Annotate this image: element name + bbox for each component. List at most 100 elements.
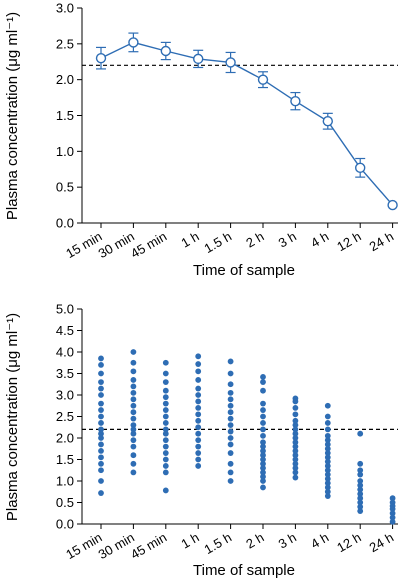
individual-point: [389, 518, 396, 525]
individual-point: [260, 465, 266, 471]
individual-point: [130, 452, 137, 459]
individual-point: [162, 456, 169, 463]
bottom-x-tick-label: 1.5 h: [202, 530, 235, 557]
individual-point: [195, 463, 202, 469]
individual-point: [227, 409, 234, 416]
individual-point: [292, 452, 299, 459]
individual-point: [98, 478, 104, 484]
mean-point: [290, 95, 301, 107]
top-x-tick-label: 12 h: [334, 229, 363, 255]
individual-point: [162, 469, 169, 476]
individual-point: [98, 448, 104, 454]
individual-point: [130, 437, 137, 444]
individual-point: [130, 430, 137, 437]
individual-point: [162, 450, 169, 456]
bottom-x-axis-label: Time of sample: [193, 562, 295, 579]
top-x-tick-label: 24 h: [367, 229, 396, 255]
individual-point: [195, 392, 202, 398]
individual-point: [98, 467, 104, 474]
individual-point: [195, 430, 202, 437]
individual-point: [195, 456, 202, 463]
bottom-y-tick-label: 2.5: [56, 409, 74, 424]
individual-point: [227, 402, 234, 409]
individual-point: [195, 411, 202, 418]
individual-point: [130, 422, 137, 428]
individual-point: [324, 441, 331, 448]
individual-point: [162, 426, 169, 433]
individual-point: [292, 474, 299, 481]
individual-point: [324, 420, 331, 426]
individual-point: [227, 428, 234, 435]
individual-point: [260, 374, 266, 380]
individual-point: [324, 402, 331, 409]
individual-point: [389, 514, 396, 521]
individual-point: [130, 383, 137, 390]
individual-point: [389, 495, 396, 502]
individual-point: [292, 460, 299, 467]
individual-point: [324, 426, 331, 433]
individual-point: [195, 368, 202, 375]
bottom-x-tick-label: 45 min: [128, 530, 169, 563]
individual-point: [162, 420, 169, 426]
mean-point: [192, 53, 204, 65]
individual-point: [260, 448, 266, 454]
individual-point: [324, 463, 331, 469]
individual-point: [324, 454, 331, 461]
bottom-y-tick-label: 2.0: [56, 431, 74, 446]
individual-point: [227, 358, 234, 365]
individual-point: [162, 430, 169, 437]
individual-point: [260, 400, 266, 407]
bottom-x-tick-label: 24 h: [367, 530, 396, 556]
mean-point: [225, 57, 236, 68]
individual-point: [357, 460, 364, 467]
individual-point: [324, 432, 331, 439]
bottom-y-tick-label: 3.0: [56, 388, 74, 403]
individual-point: [292, 465, 299, 471]
individual-point: [195, 437, 202, 444]
individual-point: [195, 443, 202, 450]
individual-point: [98, 385, 104, 392]
individual-point: [357, 499, 364, 506]
individual-point: [130, 415, 137, 422]
individual-point: [227, 370, 234, 377]
individual-point: [162, 379, 169, 385]
individual-point: [130, 402, 137, 409]
individual-point: [195, 450, 202, 456]
top-x-tick-label: 1 h: [179, 229, 202, 251]
mean-point: [387, 199, 398, 211]
top-x-tick-label: 45 min: [128, 229, 169, 262]
individual-point: [357, 508, 364, 514]
bottom-x-tick-label: 30 min: [96, 530, 137, 563]
individual-point: [98, 420, 104, 426]
individual-point: [324, 471, 331, 478]
individual-point: [357, 495, 364, 502]
individual-point: [195, 385, 202, 392]
individual-point: [227, 450, 234, 456]
individual-point: [98, 392, 104, 398]
bottom-x-tick-label: 2 h: [243, 530, 266, 552]
individual-point: [292, 443, 299, 450]
individual-point: [357, 478, 364, 484]
individual-point: [227, 441, 234, 448]
individual-point: [98, 355, 104, 362]
individual-point: [260, 484, 266, 491]
bottom-y-tick-label: 5.0: [56, 302, 74, 317]
mean-point: [355, 162, 366, 174]
individual-point: [324, 480, 331, 487]
bottom-x-tick-label: 15 min: [63, 530, 104, 563]
individual-point: [260, 478, 266, 484]
individual-point: [324, 493, 331, 499]
individual-point: [357, 486, 364, 493]
individual-point: [292, 469, 299, 476]
individual-point: [260, 473, 266, 480]
top-y-tick-label: 1.5: [56, 108, 74, 123]
mean-point: [322, 116, 333, 127]
individual-point: [195, 353, 202, 360]
individual-point: [357, 471, 364, 478]
individual-point: [195, 424, 202, 431]
top-y-tick-label: 2.5: [56, 36, 74, 51]
bottom-y-tick-label: 3.5: [56, 366, 74, 381]
individual-point: [98, 460, 104, 467]
individual-point: [260, 469, 266, 476]
individual-point: [195, 405, 202, 411]
